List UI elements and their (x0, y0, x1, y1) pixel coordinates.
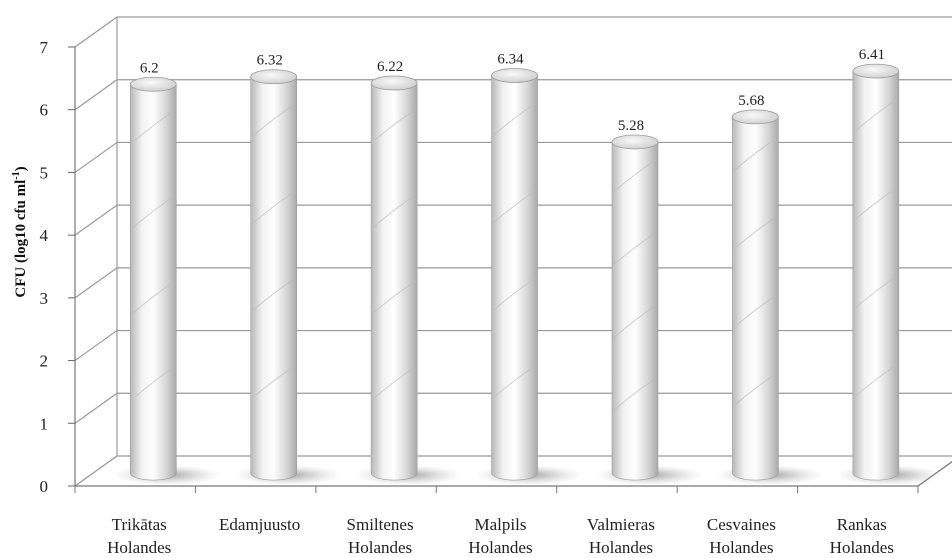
y-tick-label: 2 (40, 352, 49, 371)
data-label: 6.34 (497, 51, 524, 67)
bar-vein (372, 109, 416, 142)
y-tick-label: 6 (40, 101, 49, 120)
category-label: Holandes (348, 538, 412, 557)
bar-top (732, 109, 779, 125)
bar-body (370, 82, 418, 481)
y-tick-label: 0 (40, 477, 49, 496)
category-label: Holandes (468, 538, 532, 557)
bar-top (491, 68, 538, 83)
bar-1 (129, 76, 177, 481)
bar-7 (852, 63, 900, 481)
bar-vein (613, 159, 657, 193)
category-label: Trikātas (112, 515, 167, 534)
bar-vein (854, 98, 898, 132)
category-label: Malpils (475, 515, 527, 534)
bar-vein (734, 137, 777, 171)
labels: 0 1 2 3 4 5 6 7 6.2 6.32 6.22 6.34 5.28 5.68 6.41 Trikā… (11, 38, 894, 557)
gridline-diagonal (74, 330, 118, 362)
bar-4 (491, 68, 538, 481)
y-tick-label: 1 (40, 414, 49, 433)
bar-vein (854, 364, 898, 398)
category-label: Holandes (589, 538, 653, 557)
category-label: Holandes (830, 538, 894, 557)
category-label: Cesvaines (707, 515, 776, 534)
category-label: Holandes (709, 538, 773, 557)
bar-vein (734, 373, 777, 406)
bar-vein (252, 190, 295, 224)
data-label: 6.32 (257, 53, 283, 69)
axes (68, 17, 952, 493)
bar-vein (131, 195, 175, 229)
y-tick-label: 4 (40, 226, 49, 245)
bar-5 (611, 134, 659, 481)
bar-vein (252, 278, 295, 311)
bar-vein (372, 280, 416, 314)
y-tick-label: 7 (40, 38, 49, 57)
bar-body (611, 141, 659, 481)
bar-body (732, 116, 779, 481)
bar-body (852, 70, 900, 481)
bar-vein (493, 365, 536, 398)
bar-vein (372, 194, 416, 228)
y-tick-label: 5 (40, 163, 49, 182)
bar-vein (734, 294, 777, 328)
category-label: Valmieras (587, 515, 655, 534)
bar-vein (493, 102, 536, 136)
bar-vein (613, 232, 657, 265)
bar-vein (854, 187, 898, 221)
y-tick-label: 3 (40, 289, 49, 308)
gridline-diagonal (74, 16, 118, 48)
gridline-diagonal (74, 79, 118, 111)
bar-vein (613, 377, 657, 411)
data-label: 5.28 (618, 118, 644, 134)
bar-vein (734, 216, 777, 250)
data-label: 6.41 (859, 47, 885, 63)
bar-vein (493, 277, 536, 311)
y-axis-title: CFU (log10 cfu ml-1) (11, 166, 29, 297)
category-label: Holandes (107, 538, 171, 557)
bar-vein (252, 103, 295, 137)
bar-vein (131, 281, 175, 315)
bar-body (250, 76, 298, 481)
gridline-diagonal (74, 141, 118, 173)
bar-vein (372, 366, 416, 400)
bar-vein (613, 304, 657, 338)
gridline-diagonal (74, 267, 118, 299)
bar-vein (493, 190, 536, 223)
data-label: 5.68 (738, 93, 764, 109)
gridline-diagonal (74, 204, 118, 236)
bar-top (129, 76, 177, 92)
bar-2 (250, 69, 298, 481)
data-label: 6.22 (377, 59, 403, 75)
bar-6 (732, 109, 779, 481)
category-label: Rankas (837, 515, 887, 534)
bar-body (491, 75, 538, 481)
bar-vein (131, 366, 175, 400)
category-label: Smiltenes (347, 515, 414, 534)
bar-vein (252, 365, 295, 399)
gridline-diagonal (74, 392, 118, 424)
gridline-diagonal (74, 455, 118, 487)
bar-vein (131, 110, 175, 143)
bar-top (852, 63, 900, 79)
bar-top (250, 69, 298, 85)
bar-top (370, 75, 418, 91)
bar-top (611, 134, 659, 150)
bars (114, 63, 943, 486)
category-label: Edamjuusto (219, 515, 300, 534)
data-label: 6.2 (140, 60, 159, 76)
bar-vein (854, 275, 898, 309)
bar-body (129, 83, 177, 481)
bar-3 (370, 75, 418, 481)
